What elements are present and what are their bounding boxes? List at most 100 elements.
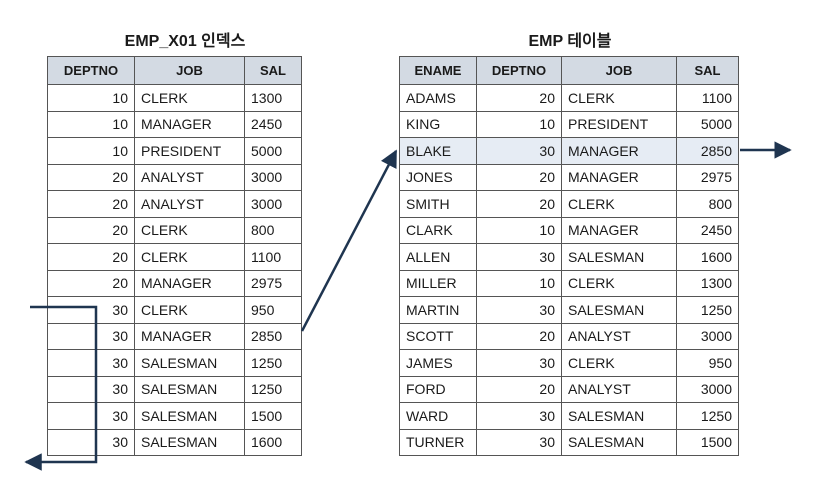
emp-cell-sal: 2850 <box>676 137 739 165</box>
index-cell-job: SALESMAN <box>134 428 245 456</box>
index-cell-deptno: 30 <box>47 349 135 377</box>
emp-cell-deptno: 10 <box>476 110 562 138</box>
index-cell-job: CLERK <box>134 216 245 244</box>
emp-row: SMITH 20 CLERK 800 <box>399 190 739 218</box>
emp-cell-deptno: 30 <box>476 137 562 165</box>
emp-header-sal: SAL <box>676 56 739 85</box>
emp-cell-job: MANAGER <box>561 216 677 244</box>
index-cell-job: PRESIDENT <box>134 137 245 165</box>
emp-cell-sal: 800 <box>676 190 739 218</box>
emp-table: ENAME DEPTNO JOB SAL ADAMS 20 CLERK 1100 KIN… <box>399 56 739 456</box>
emp-cell-job: SALESMAN <box>561 402 677 430</box>
index-row: 20 CLERK 1100 <box>47 243 302 271</box>
index-row: 20 ANALYST 3000 <box>47 190 302 218</box>
emp-row: ALLEN 30 SALESMAN 1600 <box>399 243 739 271</box>
emp-cell-ename: CLARK <box>399 216 477 244</box>
emp-cell-deptno: 20 <box>476 163 562 191</box>
index-cell-sal: 1600 <box>244 428 302 456</box>
index-header-sal: SAL <box>244 56 302 85</box>
emp-row: ADAMS 20 CLERK 1100 <box>399 84 739 112</box>
emp-row: BLAKE 30 MANAGER 2850 <box>399 137 739 165</box>
emp-cell-deptno: 10 <box>476 269 562 297</box>
index-cell-job: ANALYST <box>134 163 245 191</box>
index-row: 30 CLERK 950 <box>47 296 302 324</box>
index-cell-deptno: 30 <box>47 375 135 403</box>
emp-cell-deptno: 30 <box>476 243 562 271</box>
emp-cell-ename: WARD <box>399 402 477 430</box>
emp-x01-index-table: DEPTNO JOB SAL 10 CLERK 1300 10 MANAGER 2450 1… <box>47 56 302 456</box>
emp-cell-job: CLERK <box>561 349 677 377</box>
index-cell-job: ANALYST <box>134 190 245 218</box>
emp-cell-job: ANALYST <box>561 375 677 403</box>
index-scan-bracket-arrow <box>24 305 98 471</box>
emp-header-row: ENAME DEPTNO JOB SAL <box>399 56 739 85</box>
index-cell-deptno: 30 <box>47 322 135 350</box>
index-cell-deptno: 20 <box>47 163 135 191</box>
index-row: 20 ANALYST 3000 <box>47 163 302 191</box>
index-cell-deptno: 20 <box>47 269 135 297</box>
index-row: 10 MANAGER 2450 <box>47 110 302 138</box>
emp-cell-sal: 950 <box>676 349 739 377</box>
table-title: EMP 테이블 <box>528 33 612 50</box>
index-row: 30 SALESMAN 1250 <box>47 375 302 403</box>
emp-cell-deptno: 30 <box>476 428 562 456</box>
emp-cell-job: SALESMAN <box>561 428 677 456</box>
index-row: 10 PRESIDENT 5000 <box>47 137 302 165</box>
index-header-job: JOB <box>134 56 245 85</box>
index-header-deptno: DEPTNO <box>47 56 135 85</box>
index-row: 30 SALESMAN 1250 <box>47 349 302 377</box>
emp-cell-ename: TURNER <box>399 428 477 456</box>
emp-row: CLARK 10 MANAGER 2450 <box>399 216 739 244</box>
emp-cell-sal: 1250 <box>676 296 739 324</box>
emp-cell-ename: SMITH <box>399 190 477 218</box>
emp-cell-deptno: 10 <box>476 216 562 244</box>
emp-cell-job: MANAGER <box>561 163 677 191</box>
emp-row: TURNER 30 SALESMAN 1500 <box>399 428 739 456</box>
index-cell-job: SALESMAN <box>134 375 245 403</box>
index-cell-job: MANAGER <box>134 322 245 350</box>
emp-cell-job: CLERK <box>561 190 677 218</box>
index-cell-job: CLERK <box>134 84 245 112</box>
emp-row: JONES 20 MANAGER 2975 <box>399 163 739 191</box>
emp-cell-deptno: 30 <box>476 349 562 377</box>
index-cell-deptno: 20 <box>47 243 135 271</box>
emp-header-ename: ENAME <box>399 56 477 85</box>
index-cell-job: CLERK <box>134 243 245 271</box>
emp-cell-sal: 2975 <box>676 163 739 191</box>
index-cell-deptno: 20 <box>47 190 135 218</box>
index-cell-sal: 2450 <box>244 110 302 138</box>
emp-header-deptno: DEPTNO <box>476 56 562 85</box>
emp-cell-deptno: 20 <box>476 190 562 218</box>
index-cell-deptno: 10 <box>47 110 135 138</box>
index-cell-sal: 800 <box>244 216 302 244</box>
emp-cell-ename: JAMES <box>399 349 477 377</box>
emp-cell-ename: BLAKE <box>399 137 477 165</box>
index-cell-job: MANAGER <box>134 110 245 138</box>
index-cell-deptno: 10 <box>47 137 135 165</box>
index-cell-sal: 3000 <box>244 190 302 218</box>
emp-row: KING 10 PRESIDENT 5000 <box>399 110 739 138</box>
emp-row: FORD 20 ANALYST 3000 <box>399 375 739 403</box>
emp-row: MILLER 10 CLERK 1300 <box>399 269 739 297</box>
emp-cell-sal: 1300 <box>676 269 739 297</box>
index-header-row: DEPTNO JOB SAL <box>47 56 302 85</box>
emp-header-job: JOB <box>561 56 677 85</box>
emp-cell-job: ANALYST <box>561 322 677 350</box>
emp-cell-sal: 5000 <box>676 110 739 138</box>
emp-cell-sal: 1500 <box>676 428 739 456</box>
index-row: 20 CLERK 800 <box>47 216 302 244</box>
index-cell-sal: 1500 <box>244 402 302 430</box>
emp-cell-sal: 1250 <box>676 402 739 430</box>
emp-row: MARTIN 30 SALESMAN 1250 <box>399 296 739 324</box>
index-cell-sal: 1250 <box>244 375 302 403</box>
emp-row: JAMES 30 CLERK 950 <box>399 349 739 377</box>
emp-cell-sal: 2450 <box>676 216 739 244</box>
index-cell-sal: 3000 <box>244 163 302 191</box>
index-cell-deptno: 20 <box>47 216 135 244</box>
index-cell-job: CLERK <box>134 296 245 324</box>
emp-cell-job: MANAGER <box>561 137 677 165</box>
index-title: EMP_X01 인덱스 <box>124 33 246 50</box>
index-row: 10 CLERK 1300 <box>47 84 302 112</box>
emp-row: WARD 30 SALESMAN 1250 <box>399 402 739 430</box>
